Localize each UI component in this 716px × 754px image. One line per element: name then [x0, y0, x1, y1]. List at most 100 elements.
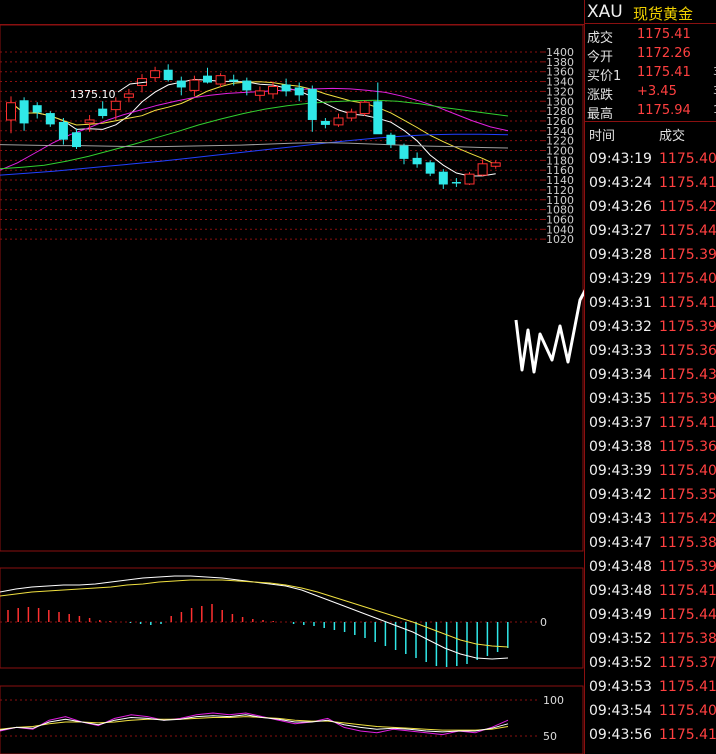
- ma10-line: [10, 81, 496, 165]
- ma60-line: [0, 133, 509, 176]
- tick-row[interactable]: 09:43:37 1175.41: [585, 412, 716, 436]
- macd-zero-label: 0: [540, 616, 547, 629]
- candle[interactable]: [320, 117, 330, 129]
- candle[interactable]: [176, 76, 186, 96]
- tick-row[interactable]: 09:43:52 1175.38: [585, 628, 716, 652]
- tick-row[interactable]: 09:43:31 1175.41: [585, 292, 716, 316]
- candle[interactable]: [386, 132, 396, 149]
- tick-time: 09:43:39: [589, 463, 652, 479]
- tick-row[interactable]: 09:43:54 1175.40: [585, 700, 716, 724]
- candle[interactable]: [346, 108, 357, 121]
- symbol-name: 现货黄金: [633, 5, 694, 23]
- tick-time: 09:43:35: [589, 391, 652, 407]
- candle[interactable]: [307, 85, 317, 132]
- candle[interactable]: [123, 88, 134, 103]
- candle[interactable]: [203, 67, 212, 84]
- tick-row[interactable]: 09:43:48 1175.39: [585, 556, 716, 580]
- price-tick-label: 1380: [546, 56, 574, 69]
- tick-row[interactable]: 09:43:39 1175.40: [585, 460, 716, 484]
- candle[interactable]: [373, 82, 383, 135]
- candle[interactable]: [412, 152, 422, 168]
- candle[interactable]: [163, 64, 173, 82]
- candle-body: [412, 157, 422, 165]
- candle[interactable]: [438, 169, 448, 189]
- candle[interactable]: [98, 101, 108, 119]
- symbol-code: XAU: [587, 2, 623, 22]
- quote-panel: XAU 现货黄金 成交1175.41今开1172.26买价11175.413涨跌…: [584, 0, 716, 754]
- candle-body: [425, 162, 435, 174]
- tick-row[interactable]: 09:43:35 1175.39: [585, 388, 716, 412]
- tick-row[interactable]: 09:43:56 1175.41: [585, 724, 716, 748]
- candle[interactable]: [189, 75, 200, 97]
- candle[interactable]: [229, 74, 239, 86]
- candle-body: [176, 80, 186, 88]
- tick-price: 1175.36: [659, 343, 716, 359]
- tick-price: 1175.40: [659, 463, 716, 479]
- candle-body: [359, 101, 370, 115]
- tick-row[interactable]: 09:43:28 1175.39: [585, 244, 716, 268]
- candle[interactable]: [72, 128, 81, 150]
- quote-label: 最高: [587, 107, 614, 122]
- chart-area[interactable]: 1020104010601080110011201140116011801200…: [0, 0, 584, 754]
- price-tick-label: 1360: [546, 66, 574, 79]
- candle[interactable]: [110, 97, 121, 120]
- tick-row[interactable]: 09:43:52 1175.37: [585, 652, 716, 676]
- tick-row[interactable]: 09:43:48 1175.41: [585, 580, 716, 604]
- candle[interactable]: [425, 160, 435, 177]
- price-axis: 1020104010601080110011201140116011801200…: [540, 46, 574, 246]
- tick-price: 1175.40: [659, 703, 716, 719]
- candle[interactable]: [268, 81, 278, 99]
- candle[interactable]: [477, 159, 488, 177]
- ma5-line: [10, 78, 496, 177]
- candle[interactable]: [399, 143, 409, 165]
- price-tick-label: 1020: [546, 233, 574, 246]
- tick-row[interactable]: 09:43:38 1175.36: [585, 436, 716, 460]
- candle[interactable]: [333, 113, 344, 127]
- moving-average-lines: [0, 78, 509, 177]
- candle[interactable]: [215, 73, 226, 88]
- candle[interactable]: [242, 77, 252, 96]
- kdj-d-line: [0, 716, 509, 731]
- candle[interactable]: [84, 115, 95, 132]
- tick-row[interactable]: 09:43:42 1175.35: [585, 484, 716, 508]
- candle-body: [320, 120, 330, 125]
- candle-body: [333, 117, 344, 126]
- candle[interactable]: [254, 86, 265, 102]
- ma20-line: [0, 87, 509, 171]
- tick-row[interactable]: 09:43:43 1175.42: [585, 508, 716, 532]
- tick-row[interactable]: 09:43:19 1175.40: [585, 148, 716, 172]
- tick-row[interactable]: 09:43:33 1175.36: [585, 340, 716, 364]
- tick-row[interactable]: 09:43:53 1175.41: [585, 676, 716, 700]
- candle[interactable]: [359, 100, 370, 117]
- tick-row[interactable]: 09:43:27 1175.44: [585, 220, 716, 244]
- candle[interactable]: [464, 172, 475, 185]
- quote-extra: 3: [713, 84, 716, 97]
- tick-time-header: 时间: [589, 129, 616, 144]
- tick-row[interactable]: 09:43:26 1175.42: [585, 196, 716, 220]
- candle[interactable]: [58, 117, 68, 145]
- tick-row[interactable]: 09:43:49 1175.44: [585, 604, 716, 628]
- candle-body: [19, 100, 29, 124]
- candle[interactable]: [32, 102, 42, 119]
- candle[interactable]: [6, 96, 16, 134]
- tick-row[interactable]: 09:43:47 1175.38: [585, 532, 716, 556]
- main-chart-frame: [0, 24, 584, 552]
- high-annotation: 1375.10: [70, 81, 148, 101]
- tick-header: 时间 成交: [585, 121, 716, 145]
- candle[interactable]: [490, 160, 501, 169]
- candle-body: [346, 111, 357, 119]
- candle[interactable]: [150, 66, 161, 82]
- tick-row[interactable]: 09:43:34 1175.43: [585, 364, 716, 388]
- tick-price: 1175.35: [659, 487, 716, 503]
- quote-value: 1175.41: [637, 65, 691, 80]
- candle[interactable]: [281, 78, 291, 97]
- tick-row[interactable]: 09:43:29 1175.40: [585, 268, 716, 292]
- candlesticks[interactable]: [6, 64, 501, 189]
- tick-row[interactable]: 09:43:24 1175.41: [585, 172, 716, 196]
- candle[interactable]: [451, 178, 461, 187]
- candle-body: [386, 134, 396, 145]
- candle[interactable]: [294, 82, 304, 102]
- candle[interactable]: [19, 97, 29, 131]
- tick-row[interactable]: 09:43:32 1175.39: [585, 316, 716, 340]
- candle[interactable]: [45, 111, 55, 127]
